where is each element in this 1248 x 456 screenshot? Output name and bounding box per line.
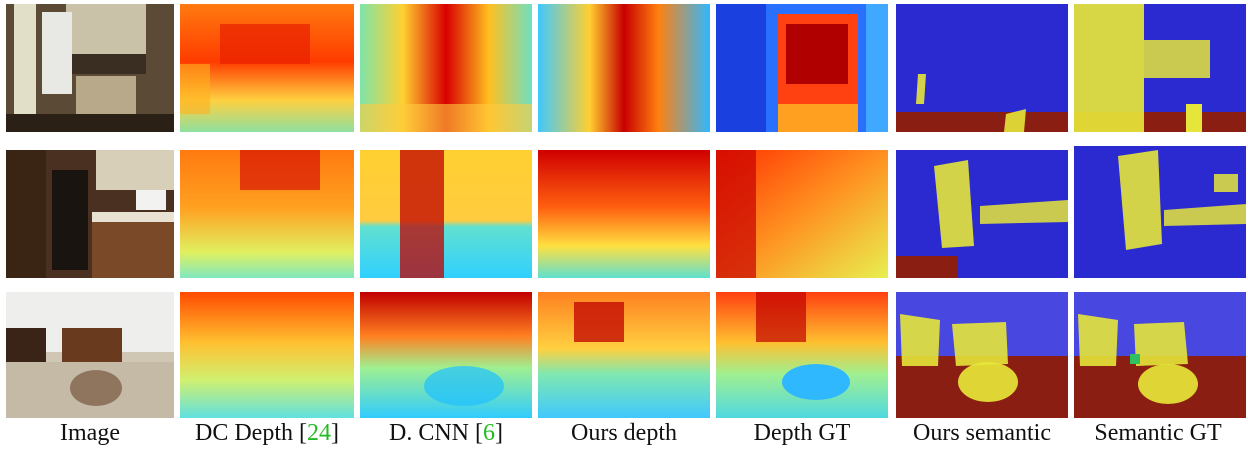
row2-image <box>6 150 174 278</box>
row2-ours-depth <box>538 150 710 278</box>
caption-depth-gt-text: Depth GT <box>753 420 851 446</box>
row1-ours-semantic <box>896 4 1068 132</box>
caption-depth-gt: Depth GT <box>712 420 892 447</box>
row3-depth-gt <box>716 292 888 418</box>
row3-semantic-gt <box>1074 292 1246 418</box>
row1-d-cnn <box>360 4 532 132</box>
caption-image: Image <box>0 420 180 447</box>
citation-link-6[interactable]: 6 <box>483 420 495 446</box>
row2-dc-depth <box>180 150 354 278</box>
caption-dc-depth-close: ] <box>330 420 339 446</box>
caption-d-cnn-text: D. CNN [ <box>389 420 483 446</box>
row2-semantic-gt <box>1074 146 1246 278</box>
row3-image <box>6 292 174 418</box>
row3-ours-semantic <box>896 292 1068 418</box>
caption-d-cnn-close: ] <box>495 420 503 446</box>
caption-ours-semantic-text: Ours semantic <box>913 420 1051 446</box>
caption-d-cnn: D. CNN [6] <box>356 420 536 447</box>
row2-ours-semantic <box>896 150 1068 278</box>
caption-dc-depth: DC Depth [24] <box>177 420 357 447</box>
row1-ours-depth <box>538 4 710 132</box>
row2-d-cnn <box>360 150 532 278</box>
caption-semantic-gt-text: Semantic GT <box>1094 420 1222 446</box>
row1-dc-depth <box>180 4 354 132</box>
caption-image-text: Image <box>60 420 120 446</box>
caption-ours-semantic: Ours semantic <box>892 420 1072 447</box>
row3-ours-depth <box>538 292 710 418</box>
caption-ours-depth-text: Ours depth <box>571 420 677 446</box>
row1-image <box>6 4 174 132</box>
caption-dc-depth-text: DC Depth [ <box>195 420 307 446</box>
row1-depth-gt <box>716 4 888 132</box>
caption-semantic-gt: Semantic GT <box>1068 420 1248 447</box>
caption-ours-depth: Ours depth <box>534 420 714 447</box>
row1-semantic-gt <box>1074 4 1246 132</box>
citation-link-24[interactable]: 24 <box>306 420 331 446</box>
row3-dc-depth <box>180 292 354 418</box>
row3-d-cnn <box>360 292 532 418</box>
row2-depth-gt <box>716 150 888 278</box>
